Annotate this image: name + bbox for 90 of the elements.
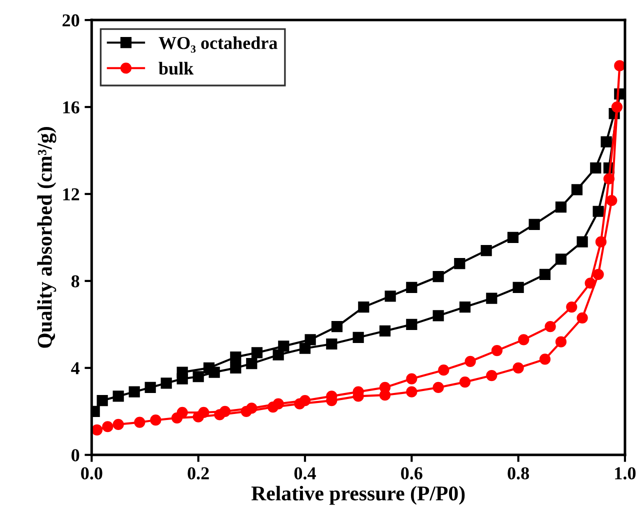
point xyxy=(406,318,418,330)
point xyxy=(512,362,524,374)
point xyxy=(595,236,607,248)
x-tick-label: 0.6 xyxy=(401,467,422,480)
legend-label: WO₃ octahedra xyxy=(158,36,278,53)
point xyxy=(326,338,338,350)
legend-label: bulk xyxy=(158,62,194,75)
point xyxy=(92,424,103,436)
point xyxy=(555,254,567,265)
point xyxy=(150,414,162,426)
point xyxy=(272,349,284,360)
point xyxy=(507,232,519,244)
point xyxy=(219,406,231,417)
point xyxy=(539,354,551,365)
point xyxy=(486,370,498,382)
point xyxy=(611,101,623,113)
point xyxy=(464,356,476,367)
point xyxy=(406,373,418,384)
y-axis-title: Quality absorbed (cm³/g) xyxy=(37,127,56,348)
y-tick-label: 20 xyxy=(62,14,80,26)
point xyxy=(112,390,124,402)
point xyxy=(539,268,551,280)
point xyxy=(518,334,530,346)
point xyxy=(192,371,204,382)
point xyxy=(592,206,604,217)
point xyxy=(176,406,188,418)
point xyxy=(454,258,466,270)
point xyxy=(544,321,556,332)
y-tick-label: 8 xyxy=(71,275,80,288)
point xyxy=(555,336,567,348)
x-tick-label: 0.2 xyxy=(188,467,209,480)
point xyxy=(432,382,444,394)
point xyxy=(406,386,418,398)
x-tick-label: 0.8 xyxy=(508,467,529,480)
point xyxy=(299,394,311,406)
point xyxy=(246,358,258,370)
point xyxy=(432,271,444,282)
point xyxy=(432,310,444,322)
point xyxy=(590,162,602,174)
point xyxy=(304,334,316,346)
point xyxy=(230,362,242,374)
point xyxy=(160,378,172,389)
point xyxy=(176,366,188,378)
point xyxy=(272,398,284,410)
point xyxy=(571,184,583,196)
y-tick-label: 16 xyxy=(63,101,80,114)
point xyxy=(566,301,578,313)
point xyxy=(198,406,210,418)
point xyxy=(606,194,618,206)
y-tick-label: 0 xyxy=(72,449,80,462)
point xyxy=(251,347,263,358)
point xyxy=(512,282,524,294)
point xyxy=(491,344,503,356)
point xyxy=(406,282,418,294)
point xyxy=(614,60,625,72)
point xyxy=(331,321,343,332)
point xyxy=(352,332,364,344)
point xyxy=(459,376,471,388)
x-tick-label: 1.0 xyxy=(615,467,636,480)
point xyxy=(278,340,290,352)
point xyxy=(600,136,612,148)
point xyxy=(603,173,615,184)
point xyxy=(379,325,391,337)
point xyxy=(230,351,242,363)
point xyxy=(246,402,258,414)
point xyxy=(555,201,567,213)
point xyxy=(576,236,588,248)
point xyxy=(203,362,215,374)
x-axis-title: Relative pressure (P/P0) xyxy=(251,486,465,505)
point xyxy=(576,312,588,324)
point xyxy=(96,394,108,406)
point xyxy=(299,342,311,354)
point xyxy=(112,418,124,430)
point xyxy=(134,416,146,428)
point xyxy=(528,218,540,230)
x-tick-label: 0.4 xyxy=(294,467,316,480)
point xyxy=(102,421,114,432)
point xyxy=(358,301,370,313)
point xyxy=(480,244,492,256)
point xyxy=(584,278,596,289)
point xyxy=(384,290,396,302)
point xyxy=(486,292,498,304)
x-tick-label: 0.0 xyxy=(81,467,102,480)
y-tick-label: 12 xyxy=(63,188,80,200)
point xyxy=(144,382,156,394)
point xyxy=(592,268,604,280)
point xyxy=(128,386,140,398)
point xyxy=(438,364,450,376)
point xyxy=(459,301,471,313)
y-tick-label: 4 xyxy=(71,362,80,374)
